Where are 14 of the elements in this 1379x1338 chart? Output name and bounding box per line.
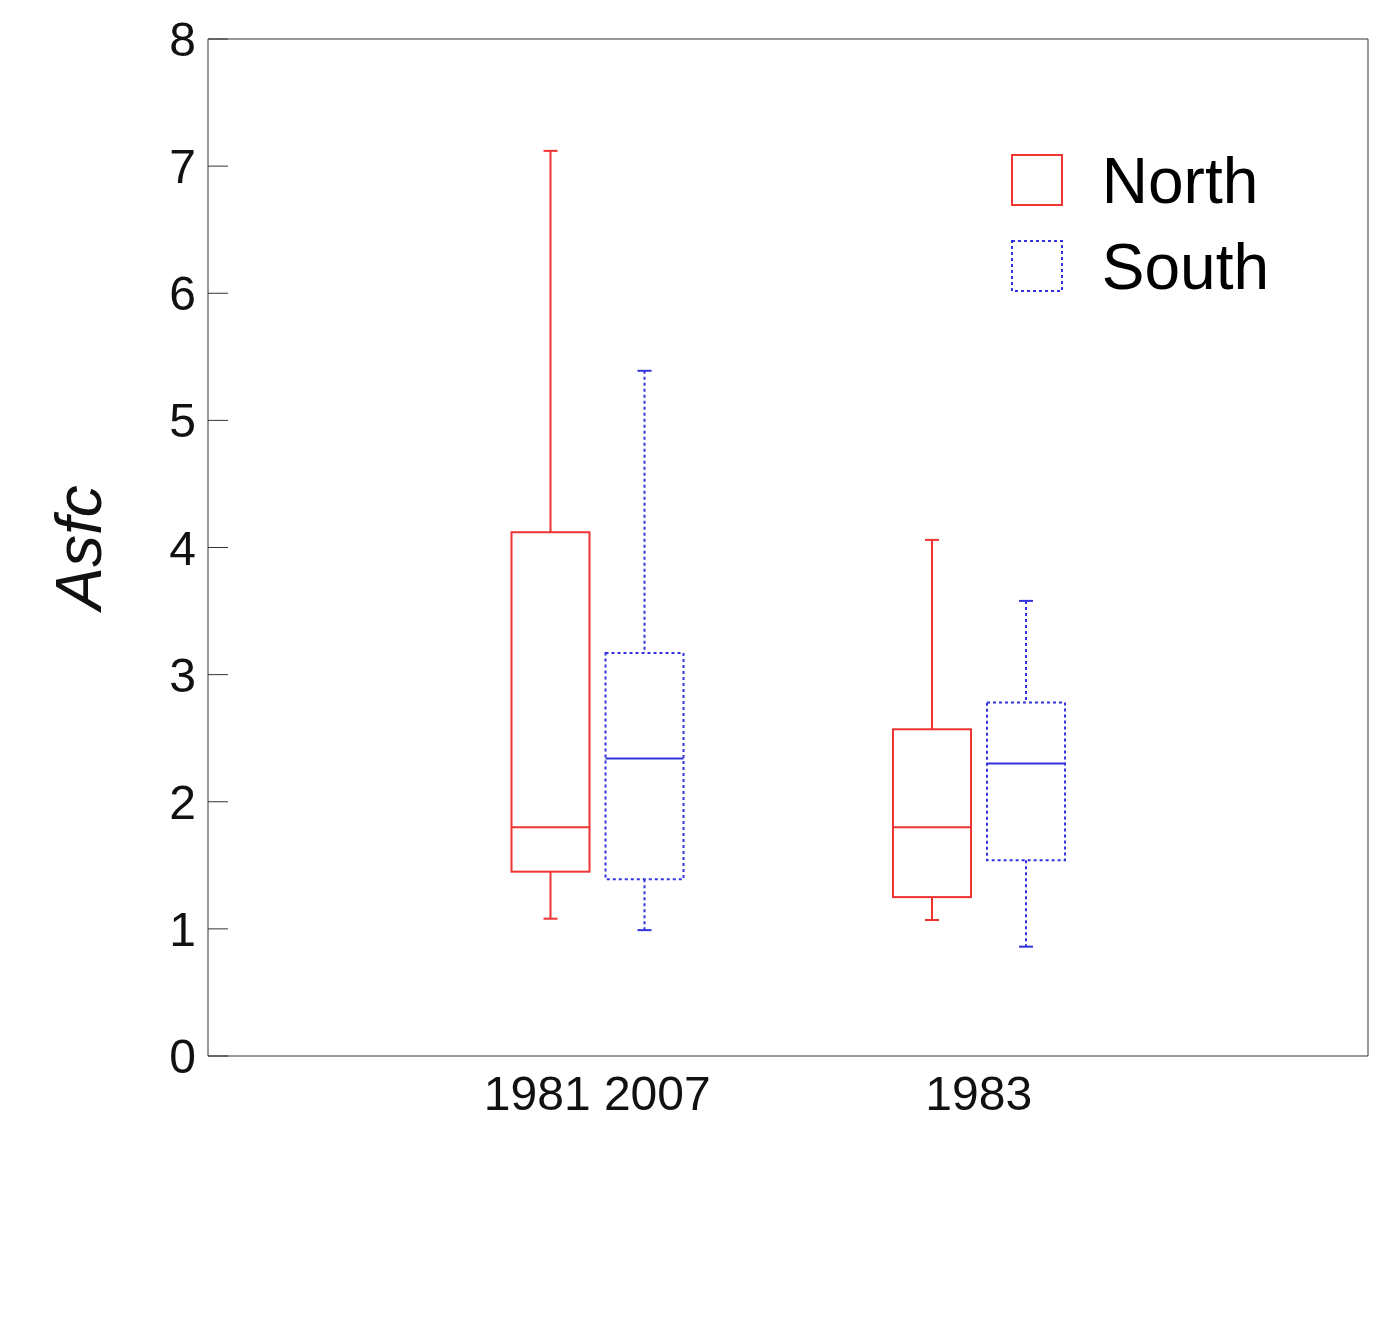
y-tick-label: 2 (169, 775, 196, 829)
y-tick-label: 6 (169, 267, 196, 321)
y-tick-label: 5 (169, 394, 196, 448)
y-axis-title: Asfc (42, 485, 115, 614)
y-tick-label: 8 (169, 13, 196, 67)
x-tick-label: 1983 (925, 1067, 1033, 1121)
legend-label: North (1101, 144, 1259, 218)
y-tick-label: 1 (169, 902, 196, 956)
y-tick-label: 4 (169, 521, 196, 575)
x-tick-label: 1981 2007 (483, 1067, 711, 1121)
legend-label: South (1101, 230, 1269, 304)
y-tick-label: 3 (169, 648, 196, 702)
y-tick-label: 0 (169, 1030, 196, 1084)
y-tick-label: 7 (169, 140, 196, 194)
